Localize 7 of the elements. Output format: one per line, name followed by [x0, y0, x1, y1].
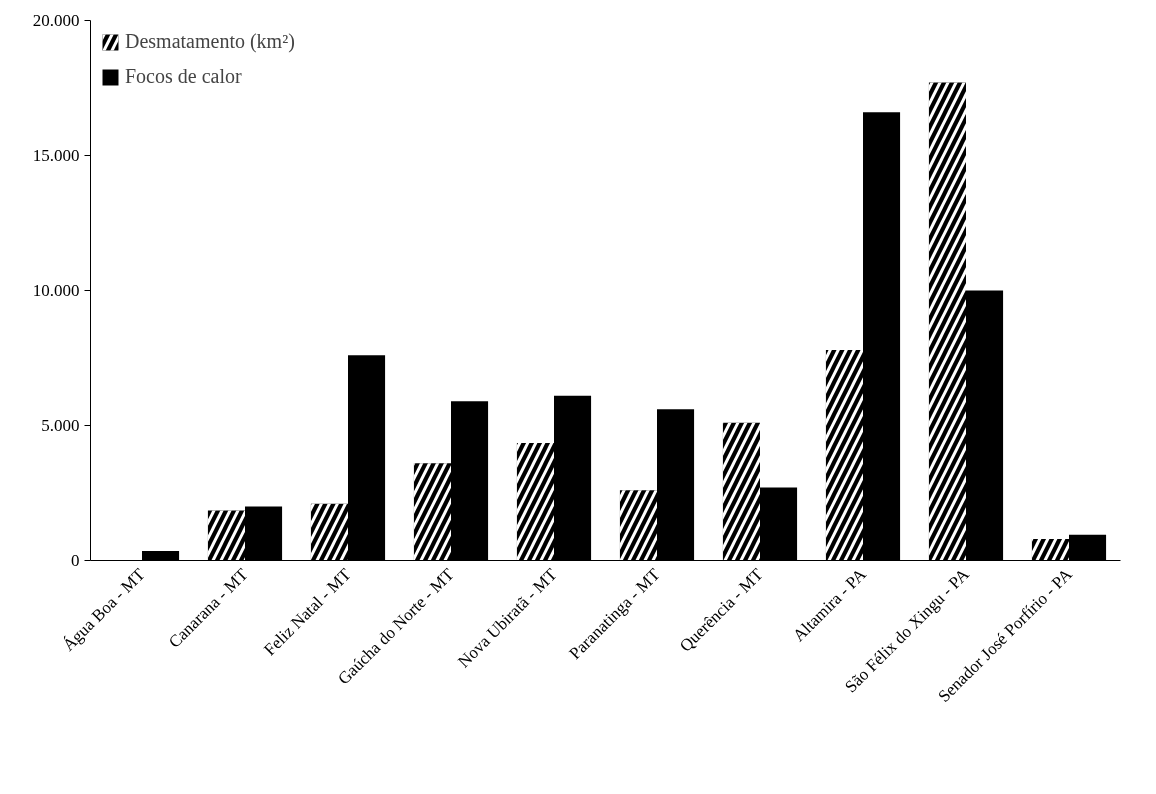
legend-label: Desmatamento (km²): [125, 30, 295, 53]
y-tick-label: 15.000: [32, 146, 80, 165]
y-tick-label: 20.000: [32, 11, 80, 30]
y-tick-label: 0: [71, 551, 80, 570]
y-tick-label: 10.000: [32, 281, 80, 300]
y-tick-label: 5.000: [41, 416, 80, 435]
legend-label: Focos de calor: [125, 65, 242, 88]
